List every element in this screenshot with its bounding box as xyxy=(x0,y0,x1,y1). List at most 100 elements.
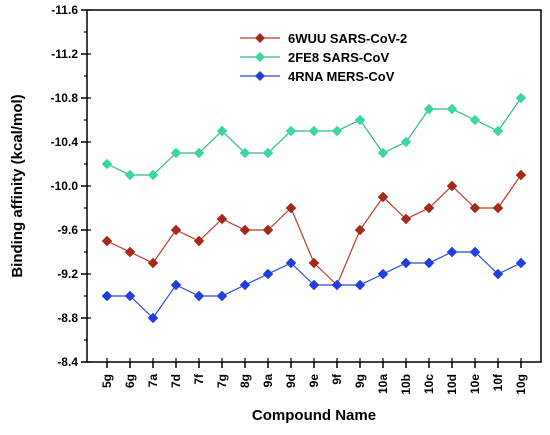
data-point xyxy=(101,158,113,170)
data-point xyxy=(331,279,343,291)
axes: -8.4 -8.8 -9.2 -9.6 -10.0 -10.4 -10.8 -11.2 -11.… xyxy=(9,3,542,424)
data-point xyxy=(423,257,435,269)
data-point xyxy=(492,268,504,280)
y-tick-label: -8.4 xyxy=(57,355,78,369)
y-tick-label: -8.8 xyxy=(57,311,78,325)
data-point xyxy=(262,224,274,236)
x-tick-label: 7a xyxy=(146,374,160,388)
series-2 xyxy=(101,246,527,324)
data-point xyxy=(170,279,182,291)
y-tick-label: -10.0 xyxy=(51,179,79,193)
data-point xyxy=(423,103,435,115)
data-point xyxy=(147,169,159,181)
data-point xyxy=(331,125,343,137)
data-point xyxy=(193,235,205,247)
legend-item: 2FE8 SARS-CoV xyxy=(240,50,389,65)
y-tick-label: -10.8 xyxy=(51,91,79,105)
legend-item: 6WUU SARS-CoV-2 xyxy=(240,31,407,46)
data-point xyxy=(469,114,481,126)
x-tick-label: 8g xyxy=(238,374,252,388)
series-1 xyxy=(101,92,527,181)
data-point xyxy=(170,147,182,159)
legend-label: 4RNA MERS-CoV xyxy=(288,69,395,84)
data-point xyxy=(400,257,412,269)
data-point xyxy=(193,290,205,302)
x-tick-label: 5g xyxy=(100,374,114,388)
x-tick-label: 10g xyxy=(514,374,528,395)
data-point xyxy=(308,125,320,137)
legend: 6WUU SARS-CoV-2 2FE8 SARS-CoV 4RNA MERS-Co… xyxy=(240,31,407,84)
data-point xyxy=(515,169,527,181)
y-tick-label: -11.2 xyxy=(51,47,78,61)
x-tick-label: 10e xyxy=(468,374,482,394)
data-point xyxy=(400,213,412,225)
data-point xyxy=(101,290,113,302)
data-point xyxy=(124,290,136,302)
x-tick-label: 10c xyxy=(422,374,436,394)
y-axis-title: Binding affinity (kcal/mol) xyxy=(9,94,26,277)
data-point xyxy=(170,224,182,236)
data-point xyxy=(492,202,504,214)
data-point xyxy=(147,257,159,269)
data-point xyxy=(469,246,481,258)
x-tick-label: 9a xyxy=(261,374,275,388)
series-line xyxy=(106,97,522,176)
data-point xyxy=(446,103,458,115)
data-point xyxy=(377,268,389,280)
data-point xyxy=(262,147,274,159)
data-point xyxy=(216,125,228,137)
x-tick-label: 7d xyxy=(169,374,183,388)
data-point xyxy=(239,224,251,236)
data-point xyxy=(469,202,481,214)
series-0 xyxy=(101,169,527,291)
data-point xyxy=(285,257,297,269)
x-tick-label: 6g xyxy=(123,374,137,388)
x-tick-label: 9f xyxy=(330,373,344,385)
x-tick-label: 9d xyxy=(284,374,298,388)
data-point xyxy=(124,169,136,181)
data-point xyxy=(377,147,389,159)
data-point xyxy=(515,257,527,269)
y-tick-label: -10.4 xyxy=(51,135,79,149)
data-point xyxy=(147,312,159,324)
data-point xyxy=(262,268,274,280)
x-tick-label: 7f xyxy=(192,373,206,385)
x-tick-label: 9g xyxy=(353,374,367,388)
data-point xyxy=(492,125,504,137)
x-tick-label: 7g xyxy=(215,374,229,388)
legend-marker xyxy=(255,71,265,81)
data-point xyxy=(239,147,251,159)
data-point xyxy=(308,257,320,269)
legend-label: 2FE8 SARS-CoV xyxy=(288,50,389,65)
y-tick-label: -9.2 xyxy=(57,267,78,281)
x-tick-label: 10a xyxy=(376,374,390,394)
x-tick-label: 10d xyxy=(445,374,459,395)
data-point xyxy=(423,202,435,214)
legend-item: 4RNA MERS-CoV xyxy=(240,69,395,84)
x-tick-label: 9e xyxy=(307,374,321,388)
legend-label: 6WUU SARS-CoV-2 xyxy=(288,31,407,46)
data-point xyxy=(446,180,458,192)
data-point xyxy=(400,136,412,148)
x-axis-title: Compound Name xyxy=(252,407,376,424)
data-point xyxy=(216,213,228,225)
data-point xyxy=(446,246,458,258)
data-point xyxy=(239,279,251,291)
data-point xyxy=(216,290,228,302)
data-point xyxy=(354,279,366,291)
data-point xyxy=(124,246,136,258)
plot-area xyxy=(101,92,527,324)
y-tick-label: -11.6 xyxy=(51,3,78,17)
legend-marker xyxy=(255,33,265,43)
data-point xyxy=(377,191,389,203)
data-point xyxy=(101,235,113,247)
data-point xyxy=(285,202,297,214)
x-tick-label: 10f xyxy=(491,373,505,391)
data-point xyxy=(354,114,366,126)
data-point xyxy=(285,125,297,137)
data-point xyxy=(354,224,366,236)
data-point xyxy=(515,92,527,104)
data-point xyxy=(193,147,205,159)
